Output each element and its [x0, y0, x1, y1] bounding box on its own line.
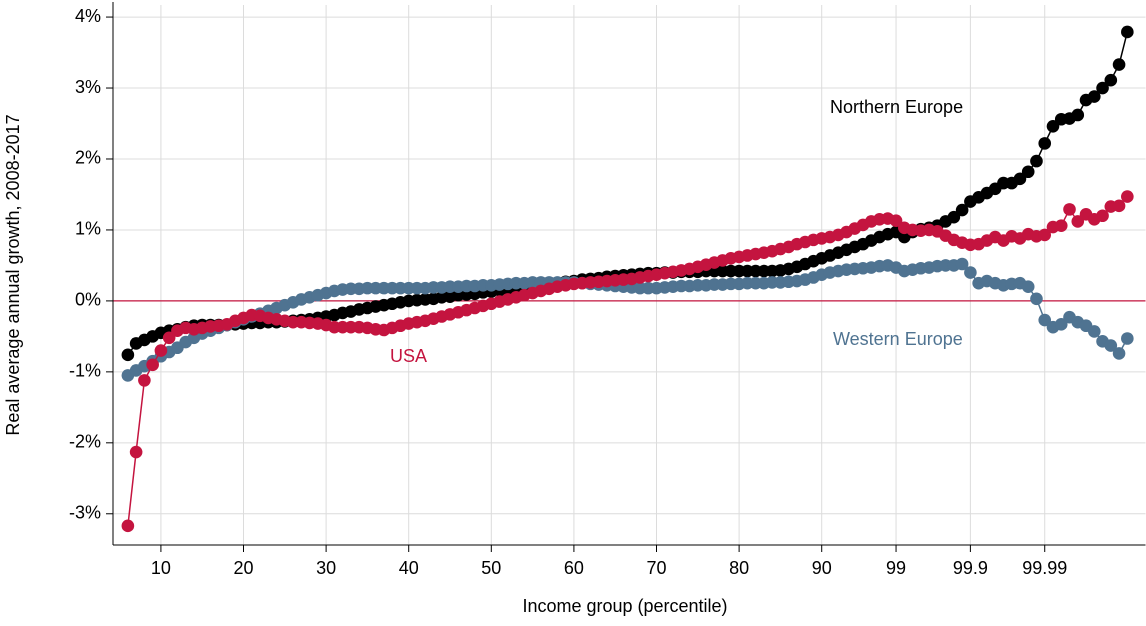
data-point	[121, 519, 135, 533]
data-point	[1013, 172, 1027, 186]
x-tick-label: 99.99	[1022, 558, 1067, 578]
data-point	[1030, 292, 1043, 306]
x-axis-title: Income group (percentile)	[522, 596, 727, 616]
x-tick-label: 60	[564, 558, 584, 578]
data-point	[1104, 73, 1118, 87]
y-tick-label: 0%	[75, 290, 101, 310]
data-point	[1071, 215, 1085, 228]
y-axis-title: Real average annual growth, 2008-2017	[3, 114, 23, 435]
data-point	[154, 344, 168, 357]
data-point	[121, 348, 135, 362]
y-tick-label: 3%	[75, 77, 101, 97]
data-point	[1121, 190, 1134, 203]
data-point	[955, 203, 969, 217]
data-point	[1104, 339, 1118, 352]
data-point	[1096, 209, 1109, 223]
data-point	[1063, 203, 1076, 216]
data-point	[1046, 120, 1060, 133]
data-point	[1096, 81, 1109, 95]
data-point	[1087, 90, 1101, 103]
data-point	[162, 331, 176, 345]
data-point	[1121, 25, 1134, 39]
data-point	[1071, 108, 1085, 122]
data-point	[1112, 347, 1126, 360]
data-point	[1112, 199, 1126, 213]
y-tick-label: 2%	[75, 148, 101, 168]
layer	[121, 25, 1134, 533]
y-tick-label: 4%	[75, 6, 101, 26]
x-tick-label: 80	[729, 558, 749, 578]
data-point	[1030, 154, 1043, 168]
data-point	[146, 358, 159, 372]
x-tick-label: 99.9	[953, 558, 988, 578]
data-point	[1021, 280, 1035, 294]
series-label: Northern Europe	[830, 97, 963, 117]
data-point	[1038, 228, 1052, 242]
data-point	[889, 214, 903, 228]
x-tick-label: 10	[151, 558, 171, 578]
y-tick-label: 1%	[75, 219, 101, 239]
x-tick-label: 70	[646, 558, 666, 578]
data-point	[1054, 318, 1068, 331]
data-point	[1038, 137, 1052, 150]
data-point	[138, 374, 151, 387]
x-tick-label: 30	[316, 558, 336, 578]
x-tick-label: 99	[886, 558, 906, 578]
x-tick-label: 50	[481, 558, 501, 578]
data-point	[947, 210, 961, 224]
data-point	[129, 445, 143, 459]
data-point	[1038, 313, 1052, 327]
y-tick-label: -2%	[69, 432, 101, 452]
y-tick-label: -3%	[69, 503, 101, 523]
x-tick-label: 20	[233, 558, 253, 578]
series-label: USA	[390, 346, 427, 366]
x-tick-label: 40	[399, 558, 419, 578]
x-tick-label: 90	[812, 558, 832, 578]
y-tick-label: -1%	[69, 361, 101, 381]
data-point	[1112, 58, 1126, 71]
data-point	[1087, 325, 1101, 338]
data-point	[1121, 332, 1134, 345]
data-point	[1021, 165, 1035, 179]
data-point	[955, 257, 969, 271]
data-point	[1054, 219, 1068, 232]
series-label: Western Europe	[833, 329, 963, 349]
data-point	[964, 266, 977, 279]
